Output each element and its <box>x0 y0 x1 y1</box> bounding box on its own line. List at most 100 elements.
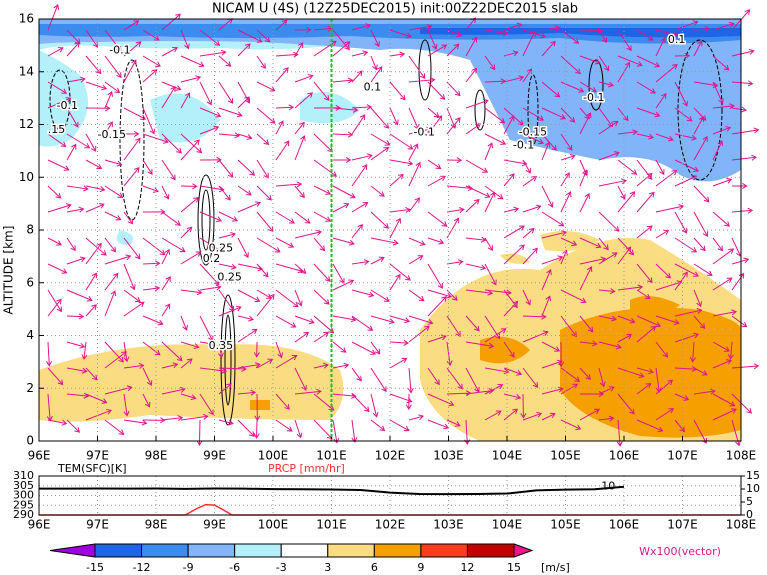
wind-vector <box>199 81 212 105</box>
wind-vector <box>370 55 377 70</box>
wind-vector <box>465 341 494 347</box>
vector-head <box>299 192 305 199</box>
vector-head <box>598 390 605 397</box>
vector-head <box>269 118 276 124</box>
wind-vector <box>731 50 754 57</box>
contour-label: 0.1 <box>668 33 686 46</box>
wind-vector <box>180 251 201 265</box>
vector-head <box>438 238 445 245</box>
vector-head <box>616 441 623 447</box>
vector-head <box>379 425 386 432</box>
wind-vector <box>484 263 497 285</box>
wind-vector <box>83 341 87 360</box>
wind-vector <box>598 315 617 320</box>
wind-vector <box>484 80 506 83</box>
vector-head <box>571 240 578 246</box>
vector-head <box>487 142 494 149</box>
vector-head <box>679 426 685 433</box>
wind-vector <box>617 286 643 291</box>
wind-vector <box>598 417 614 421</box>
vector-head <box>381 386 387 393</box>
wind-vector <box>503 341 515 358</box>
wind-vector <box>85 273 97 291</box>
vector-head <box>134 166 140 173</box>
wind-vector <box>104 29 122 52</box>
wind-vector <box>237 202 261 213</box>
vector-head <box>115 215 122 221</box>
x-tick-label: 102E <box>375 449 406 463</box>
vector-head <box>626 45 632 52</box>
wind-vector <box>408 315 433 324</box>
vector-head <box>748 48 755 55</box>
contour-label: -0.1 <box>413 125 434 138</box>
vector-head <box>672 63 678 70</box>
wind-vector <box>313 263 331 282</box>
colorbar-box <box>141 543 189 558</box>
wind-vector <box>161 303 171 317</box>
shade <box>420 28 741 38</box>
wind-vector <box>636 133 654 139</box>
wind-vector <box>427 175 446 187</box>
vector-head <box>288 242 295 248</box>
wind-vector <box>66 29 81 44</box>
vector-head <box>395 273 401 280</box>
vector-head <box>405 275 411 281</box>
y-tick-label: 6 <box>26 275 34 289</box>
shade <box>116 92 361 245</box>
wind-vector <box>313 211 331 222</box>
colorbar-box <box>234 543 282 558</box>
wind-vector <box>199 29 220 46</box>
wind-vector <box>522 331 548 343</box>
wind-vector <box>712 126 731 135</box>
vector-head <box>439 94 446 100</box>
vector-head <box>56 298 62 305</box>
wind-vector <box>503 393 521 399</box>
wind-vector <box>313 159 337 177</box>
wind-vector <box>427 335 447 343</box>
wind-vector <box>560 55 581 74</box>
wind-vector <box>541 341 560 352</box>
vector-head <box>503 368 510 375</box>
wind-vector <box>313 364 329 369</box>
wind-vector <box>389 315 410 322</box>
wind-vector <box>389 419 410 431</box>
contour <box>119 59 145 221</box>
wind-vector <box>522 205 541 213</box>
vector-head <box>249 431 255 437</box>
wind-vector <box>541 27 560 31</box>
wind-vector <box>66 315 84 318</box>
vector-head <box>429 77 436 84</box>
vector-head <box>691 247 698 253</box>
y2-tick-label: 15 <box>746 469 760 482</box>
vector-head <box>46 360 53 367</box>
panel-frame <box>38 475 742 516</box>
vector-head <box>454 90 461 97</box>
wind-vector <box>313 237 325 251</box>
vector-head <box>172 46 179 53</box>
wind-vector <box>142 237 165 255</box>
wind-vector <box>275 289 299 308</box>
vector-head <box>163 193 170 200</box>
vector-head <box>153 35 160 41</box>
wind-vector <box>541 185 553 208</box>
vector-head <box>497 383 504 390</box>
wind-vector <box>142 185 159 192</box>
vector-head <box>96 163 103 170</box>
wind-vector <box>446 261 463 265</box>
wind-vector <box>636 191 655 213</box>
contour-label: 0.35 <box>209 339 234 352</box>
wind-vector <box>294 332 309 343</box>
wind-vector <box>465 17 476 31</box>
vector-head <box>660 37 666 44</box>
vector-head <box>170 86 176 92</box>
wind-vector <box>693 263 713 276</box>
vector-head <box>84 143 91 149</box>
vector-head <box>526 68 533 75</box>
vector-head <box>611 252 618 258</box>
x-tick-label: 100E <box>258 518 289 532</box>
vector-head <box>437 283 443 289</box>
vector-head <box>554 346 561 352</box>
vector-head <box>638 372 645 379</box>
vector-head <box>83 392 90 399</box>
vector-head <box>500 328 507 334</box>
